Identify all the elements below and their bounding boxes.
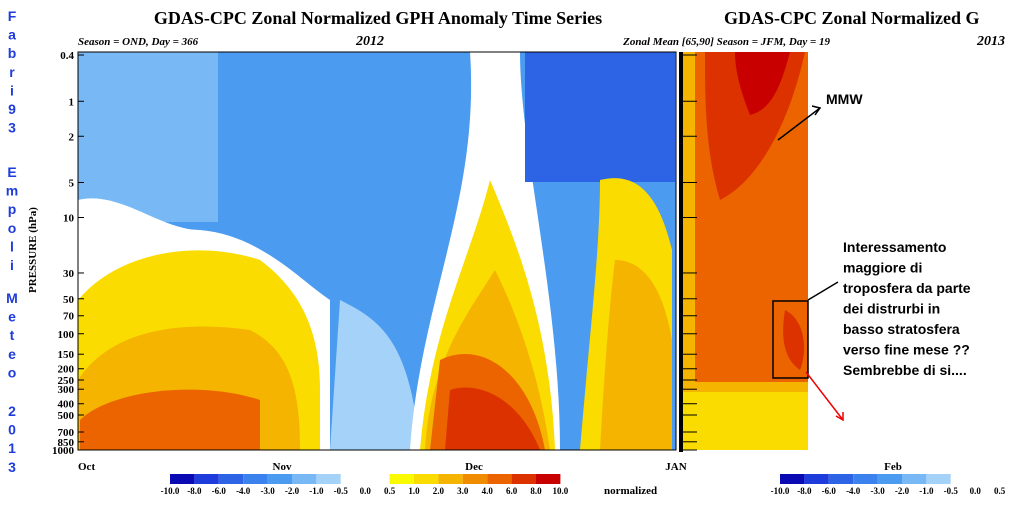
colorbar-label: -0.5 xyxy=(944,486,959,496)
colorbar-label: 1.0 xyxy=(408,486,420,496)
colorbar-label: 0.5 xyxy=(994,486,1006,496)
x-tick-label: Feb xyxy=(884,461,902,473)
colorbar-label: 2.0 xyxy=(433,486,445,496)
x-tick-label: Dec xyxy=(465,461,483,473)
colorbar-label: 0.0 xyxy=(970,486,982,496)
colorbar-label: -6.0 xyxy=(212,486,227,496)
y-tick-label: 50 xyxy=(63,294,75,306)
colorbar-swatch xyxy=(828,474,854,484)
y-tick-label: 100 xyxy=(58,329,75,341)
colorbar-swatch xyxy=(511,474,536,484)
colorbar-swatch xyxy=(975,474,1000,484)
y-tick-label: 0.4 xyxy=(60,50,74,62)
colorbar-swatch xyxy=(536,474,561,484)
colorbar-label: -1.0 xyxy=(919,486,934,496)
colorbar-swatch xyxy=(292,474,317,484)
year: 2013 xyxy=(976,34,1005,49)
colorbar-swatch xyxy=(438,474,463,484)
annotation: basso stratosfera xyxy=(843,321,960,337)
colorbar-label: -4.0 xyxy=(236,486,251,496)
y-tick-label: 150 xyxy=(58,349,75,361)
colorbar-label: 4.0 xyxy=(482,486,494,496)
colorbar-label: -4.0 xyxy=(846,486,861,496)
colorbar-swatch xyxy=(365,474,390,484)
y-tick-label: 2 xyxy=(69,131,75,143)
colorbar-swatch xyxy=(487,474,512,484)
colorbar-unit: normalized xyxy=(604,485,657,497)
annotation: Interessamento xyxy=(843,239,946,255)
y-tick-label: 500 xyxy=(58,410,75,422)
colorbar-label: 8.0 xyxy=(530,486,542,496)
colorbar-label: -3.0 xyxy=(260,486,275,496)
colorbar-label: -10.0 xyxy=(161,486,180,496)
chart-title: GDAS-CPC Zonal Normalized G xyxy=(724,8,980,28)
colorbar-swatch xyxy=(804,474,829,484)
y-tick-label: 1 xyxy=(69,96,75,108)
colorbar-swatch xyxy=(780,474,805,484)
colorbar-swatch xyxy=(853,474,878,484)
contour-field xyxy=(77,51,808,452)
y-tick-label: 400 xyxy=(58,399,75,411)
colorbar-label: -8.0 xyxy=(187,486,202,496)
colorbar-swatch xyxy=(340,474,366,484)
y-tick-label: 1000 xyxy=(52,445,75,457)
y-tick-label: 10 xyxy=(63,213,75,225)
colorbar-label: -8.0 xyxy=(797,486,812,496)
colorbar-label: -2.0 xyxy=(895,486,910,496)
x-tick-label: JAN xyxy=(665,461,686,473)
colorbar-swatch xyxy=(170,474,195,484)
annotation-marks xyxy=(772,105,844,422)
colorbar-swatch xyxy=(194,474,219,484)
annotation: dei distrurbi in xyxy=(843,301,940,317)
subtitle: Season = OND, Day = 366 xyxy=(78,36,199,48)
watermark: Fabri93 xyxy=(4,8,20,139)
colorbar-label: 3.0 xyxy=(457,486,469,496)
watermark: Meteo xyxy=(4,290,20,383)
colorbar-swatch xyxy=(877,474,902,484)
y-tick-label: 700 xyxy=(58,427,75,439)
colorbar-swatch xyxy=(462,474,488,484)
year: 2012 xyxy=(355,34,384,49)
colorbar-label: 10.0 xyxy=(553,486,569,496)
y-tick-label: 250 xyxy=(58,375,75,387)
colorbar-label: 6.0 xyxy=(506,486,518,496)
colorbar-label: -10.0 xyxy=(771,486,790,496)
annotation: MMW xyxy=(826,91,863,107)
colorbar-swatch xyxy=(267,474,292,484)
y-tick-label: 5 xyxy=(69,178,75,190)
colorbar-label: 0.0 xyxy=(360,486,372,496)
colorbar-swatch xyxy=(389,474,414,484)
colorbar-label: -6.0 xyxy=(822,486,837,496)
colorbar-swatch xyxy=(926,474,951,484)
colorbar-label: 0.5 xyxy=(384,486,396,496)
watermark: Empoli xyxy=(4,164,20,276)
colorbar-swatch xyxy=(243,474,268,484)
y-axis-label: PRESSURE (hPa) xyxy=(27,207,39,293)
colorbar-label: -1.0 xyxy=(309,486,324,496)
y-tick-label: 300 xyxy=(58,384,75,396)
colorbar-swatch xyxy=(316,474,341,484)
colorbar-swatch xyxy=(414,474,439,484)
colorbar-swatch xyxy=(950,474,976,484)
colorbar-label: -3.0 xyxy=(870,486,885,496)
annotation: verso fine mese ?? xyxy=(843,342,970,358)
annotation: Sembrebbe di si.... xyxy=(843,362,967,378)
colorbar-swatch xyxy=(902,474,927,484)
y-tick-label: 30 xyxy=(63,268,75,280)
y-tick-label: 70 xyxy=(63,311,75,323)
y-tick-label: 850 xyxy=(58,437,75,449)
subtitle: Zonal Mean [65,90] Season = JFM, Day = 1… xyxy=(622,36,830,48)
annotation: maggiore di xyxy=(843,260,922,276)
x-tick-label: Oct xyxy=(78,461,95,473)
colorbar-label: -2.0 xyxy=(285,486,300,496)
x-tick-label: Nov xyxy=(273,461,292,473)
colorbar-label: -0.5 xyxy=(334,486,349,496)
chart-title: GDAS-CPC Zonal Normalized GPH Anomaly Ti… xyxy=(154,8,602,28)
annotation: troposfera da parte xyxy=(843,280,971,296)
colorbar-swatch xyxy=(218,474,244,484)
watermark: 2013 xyxy=(4,403,20,478)
y-tick-label: 200 xyxy=(58,364,75,376)
